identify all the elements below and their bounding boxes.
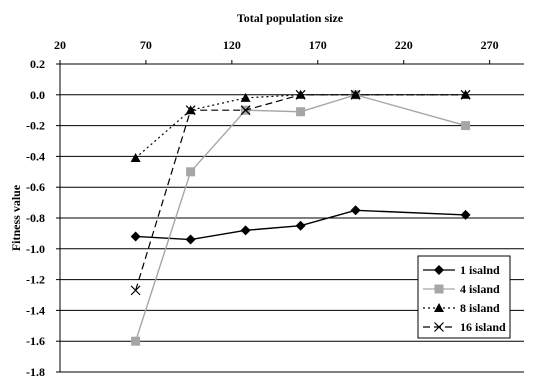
y-tick-label-9: -1.6 xyxy=(26,334,45,348)
legend: 1 isalnd 4 island 8 island 16 island xyxy=(417,255,511,339)
series-2-point-5 xyxy=(461,121,471,131)
y-tick-label-1: 0.0 xyxy=(30,88,45,102)
series-3-point-2 xyxy=(240,92,251,102)
x-tick-label-1: 70 xyxy=(140,38,152,52)
x-axis-ticks: 20 70 120 170 220 270 xyxy=(54,38,499,64)
series-4-point-0-stroke-b xyxy=(130,285,141,296)
series-group xyxy=(130,89,471,346)
series-1-point-2 xyxy=(240,225,251,236)
series-1 xyxy=(130,205,471,245)
legend-marker-4-stroke-b xyxy=(434,322,444,332)
y-tick-label-3: -0.4 xyxy=(26,149,45,163)
x-tick-label-4: 220 xyxy=(395,38,413,52)
series-1-point-1 xyxy=(185,234,196,245)
legend-label-1: 1 isalnd xyxy=(460,263,500,277)
y-tick-label-7: -1.2 xyxy=(26,273,45,287)
series-4-point-2 xyxy=(240,105,251,116)
series-4-point-4 xyxy=(350,89,361,100)
series-1-point-4 xyxy=(350,205,361,216)
legend-marker-2 xyxy=(434,284,444,294)
y-tick-label-5: -0.8 xyxy=(26,211,45,225)
legend-marker-1 xyxy=(434,265,444,275)
series-2-line xyxy=(134,94,466,342)
series-1-point-0 xyxy=(130,231,141,242)
y-tick-label-0: 0.2 xyxy=(30,57,45,71)
y-tick-label-8: -1.4 xyxy=(26,303,45,317)
legend-marker-3 xyxy=(434,303,444,312)
x-tick-label-5: 270 xyxy=(481,38,499,52)
series-4-point-3-stroke-b xyxy=(295,89,306,100)
y-tick-label-10: -1.8 xyxy=(26,365,45,379)
series-3-line xyxy=(135,94,466,159)
y-axis-title: Fitness value xyxy=(9,184,23,251)
series-4-point-5 xyxy=(460,89,471,100)
series-2-point-0 xyxy=(131,336,141,346)
legend-label-2: 4 island xyxy=(460,282,500,296)
series-3-point-0 xyxy=(130,152,141,162)
series-4 xyxy=(130,89,471,296)
y-tick-label-2: -0.2 xyxy=(26,119,45,133)
legend-marker-4 xyxy=(434,322,444,332)
y-tick-label-4: -0.6 xyxy=(26,180,45,194)
series-4-point-3 xyxy=(295,89,306,100)
series-2-point-3 xyxy=(296,107,306,117)
x-tick-label-0: 20 xyxy=(54,38,66,52)
series-1-line xyxy=(135,209,466,241)
series-4-point-4-stroke-b xyxy=(350,89,361,100)
series-1-point-5 xyxy=(460,209,471,220)
series-4-point-1-stroke-b xyxy=(185,105,196,116)
series-2-point-1 xyxy=(186,167,196,177)
legend-label-4: 16 island xyxy=(460,320,506,334)
legend-label-3: 8 island xyxy=(460,301,500,315)
x-axis-title: Total population size xyxy=(237,11,344,25)
x-tick-label-3: 170 xyxy=(309,38,327,52)
series-4-point-5-stroke-b xyxy=(460,89,471,100)
x-tick-label-2: 120 xyxy=(223,38,241,52)
series-4-point-2-stroke-b xyxy=(240,105,251,116)
y-axis-ticks: 0.2 0.0 -0.2 -0.4 -0.6 -0.8 -1.0 -1.2 -1.4 -1.6 -1… xyxy=(26,57,60,379)
grid-lines xyxy=(60,63,524,373)
series-1-point-3 xyxy=(295,220,306,231)
series-4-point-1 xyxy=(185,105,196,116)
y-tick-label-6: -1.0 xyxy=(26,242,45,256)
series-4-point-0 xyxy=(130,285,141,296)
series-4-line xyxy=(135,94,466,291)
